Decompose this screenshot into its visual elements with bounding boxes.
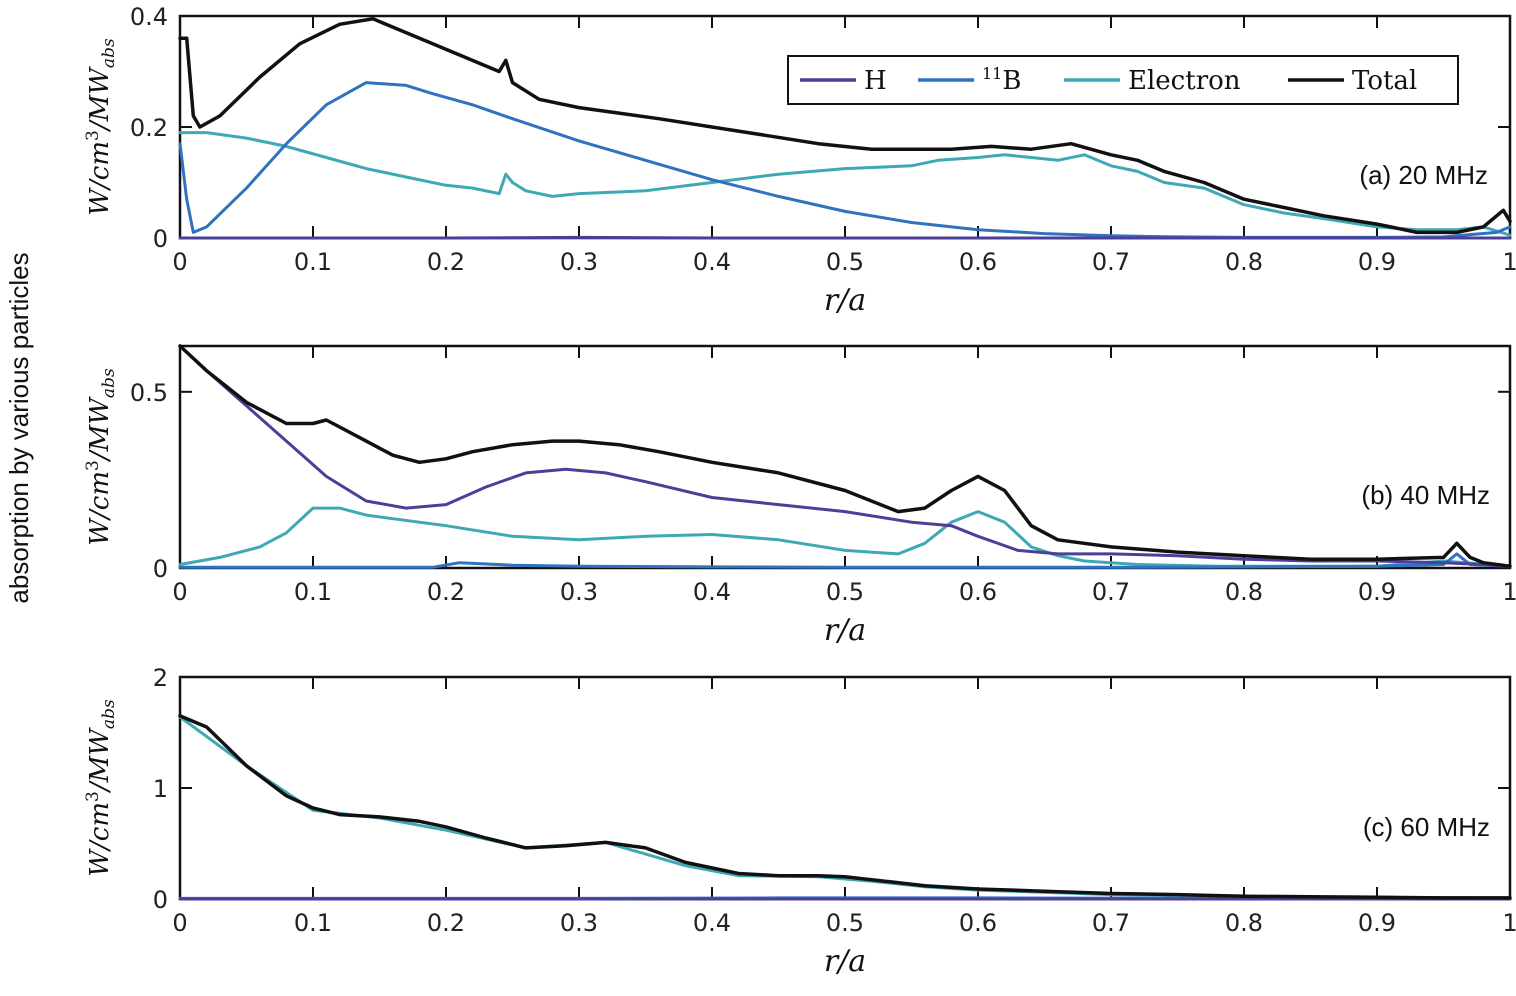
x-tick-label: 0.3	[560, 248, 598, 276]
legend-label-electron: Electron	[1128, 66, 1241, 96]
y-tick-label: 2	[153, 664, 168, 692]
x-tick-label: 0.1	[294, 909, 332, 937]
panel-b: 0 0.1 0.2 0.3 0.4 0.5 0.6 0.7 0.8 0.9 1 0 0.5 (b) 40…	[83, 344, 1516, 648]
series-line-total	[178, 344, 1512, 568]
y-tick-label: 0	[153, 886, 168, 914]
x-tick-label: 0.4	[693, 909, 731, 937]
legend-label-total: Total	[1352, 66, 1417, 96]
x-tick-label: 0	[172, 248, 187, 276]
y-tick-label: 0	[153, 225, 168, 253]
y-tick-label: 0.2	[130, 114, 168, 142]
series-line-total	[178, 714, 1512, 900]
x-tick-label: 0.8	[1225, 909, 1263, 937]
x-tick-label: 0.2	[427, 909, 465, 937]
panel-a-ticks: 0 0.1 0.2 0.3 0.4 0.5 0.6 0.7 0.8 0.9 1 0 0.2 0.4	[130, 3, 1516, 276]
x-tick-label: 0.1	[294, 248, 332, 276]
x-tick-label: 0.6	[959, 248, 997, 276]
legend-label-b11: 11B	[982, 64, 1021, 96]
x-tick-label: 0.1	[294, 578, 332, 606]
panel-c-ylabel: W/cm3/MWabs	[83, 699, 119, 877]
series-line-h	[178, 235, 1512, 240]
x-tick-label: 0.9	[1358, 248, 1396, 276]
panel-a-ylabel: W/cm3/MWabs	[83, 38, 119, 216]
panel-a-series	[178, 17, 1512, 240]
panel-b-ylabel: W/cm3/MWabs	[83, 368, 119, 546]
y-axis-label: W/cm3/MWabs	[83, 38, 119, 216]
x-tick-label: 0.5	[826, 909, 864, 937]
x-tick-label: 0	[172, 578, 187, 606]
legend-box	[787, 55, 1459, 105]
x-tick-label: 0.5	[826, 578, 864, 606]
panel-b-xlabel: r/a	[824, 613, 866, 648]
x-tick-label: 0.6	[959, 578, 997, 606]
panel-b-title: (b) 40 MHz	[1361, 480, 1490, 510]
y-axis-label: W/cm3/MWabs	[83, 699, 119, 877]
x-tick-label: 0.4	[693, 578, 731, 606]
x-tick-label: 0.7	[1092, 248, 1130, 276]
series-line-electron	[178, 506, 1512, 568]
panel-c-frame	[178, 675, 1512, 901]
legend: H 11B Electron Total	[787, 55, 1459, 105]
x-tick-label: 0.9	[1358, 578, 1396, 606]
x-tick-label: 1	[1502, 578, 1516, 606]
panel-c-series	[178, 714, 1512, 901]
x-tick-label: 0.7	[1092, 909, 1130, 937]
panel-a-frame	[178, 14, 1512, 240]
y-tick-label: 1	[153, 775, 168, 803]
panel-b-ticks: 0 0.1 0.2 0.3 0.4 0.5 0.6 0.7 0.8 0.9 1 0 0.5	[130, 346, 1516, 606]
series-line-b11	[178, 552, 1512, 569]
x-tick-label: 0.4	[693, 248, 731, 276]
y-tick-label: 0.4	[130, 3, 168, 31]
legend-label-h: H	[864, 66, 887, 96]
x-tick-label: 0.5	[826, 248, 864, 276]
x-tick-label: 0.8	[1225, 578, 1263, 606]
x-tick-label: 1	[1502, 909, 1516, 937]
y-tick-label: 0	[153, 555, 168, 583]
y-axis-label: W/cm3/MWabs	[83, 368, 119, 546]
panel-c-title: (c) 60 MHz	[1363, 812, 1490, 842]
x-tick-label: 0.9	[1358, 909, 1396, 937]
x-tick-label: 0.2	[427, 248, 465, 276]
x-axis-label: r/a	[824, 613, 866, 648]
panel-a-xlabel: r/a	[824, 283, 866, 318]
x-axis-label: r/a	[824, 283, 866, 318]
series-line-total	[178, 17, 1512, 235]
panel-c: 0 0.1 0.2 0.3 0.4 0.5 0.6 0.7 0.8 0.9 1 0 1 2 (c) 60 …	[83, 664, 1516, 979]
x-axis-label: r/a	[824, 944, 866, 979]
super-ylabel: absorption by various particles	[4, 252, 34, 603]
series-line-electron	[178, 715, 1512, 900]
series-line-electron	[178, 131, 1512, 237]
x-tick-label: 0.7	[1092, 578, 1130, 606]
panel-c-xlabel: r/a	[824, 944, 866, 979]
panel-b-frame	[178, 344, 1512, 570]
x-tick-label: 0.3	[560, 909, 598, 937]
y-tick-label: 0.5	[130, 379, 168, 407]
x-tick-label: 0.6	[959, 909, 997, 937]
x-tick-label: 0.2	[427, 578, 465, 606]
panel-a: 0 0.1 0.2 0.3 0.4 0.5 0.6 0.7 0.8 0.9 1 0 0.2 0.4 (a)…	[83, 3, 1516, 318]
x-tick-label: 0.3	[560, 578, 598, 606]
panel-a-title: (a) 20 MHz	[1359, 160, 1488, 190]
panel-b-series	[178, 344, 1512, 569]
x-tick-label: 1	[1502, 248, 1516, 276]
x-tick-label: 0.8	[1225, 248, 1263, 276]
series-line-h	[178, 344, 1512, 568]
x-tick-label: 0	[172, 909, 187, 937]
